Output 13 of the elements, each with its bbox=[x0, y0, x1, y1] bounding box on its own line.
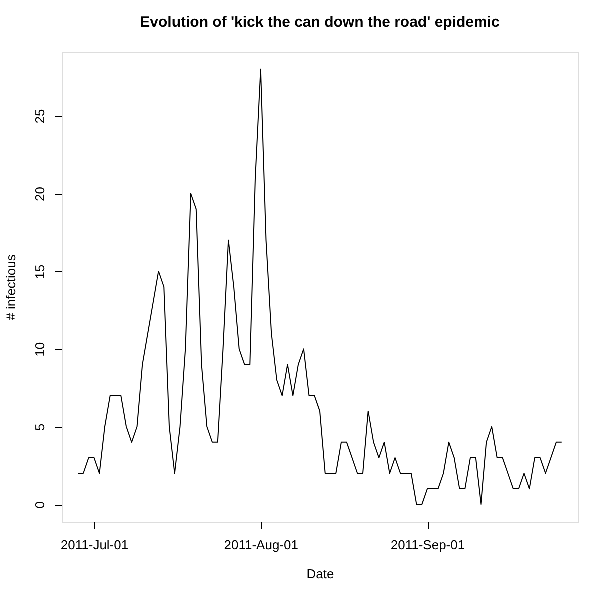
line-series bbox=[78, 68, 562, 506]
x-tick-label: 2011-Aug-01 bbox=[224, 538, 298, 552]
y-tick-label: 15 bbox=[32, 264, 48, 280]
y-tick-label: 10 bbox=[32, 342, 48, 357]
chart-title: Evolution of 'kick the can down the road' epidemic bbox=[140, 14, 500, 31]
x-tick-label: 2011-Jul-01 bbox=[60, 538, 129, 552]
y-tick-label: 25 bbox=[32, 109, 48, 124]
y-tick-label: 20 bbox=[32, 187, 48, 202]
x-axis-title: Date bbox=[306, 566, 334, 582]
y-axis-title: # infectious bbox=[4, 254, 18, 320]
y-tick-label: 0 bbox=[32, 501, 48, 509]
y-tick-label: 5 bbox=[32, 424, 48, 431]
x-tick-label: 2011-Sep-01 bbox=[390, 538, 466, 552]
